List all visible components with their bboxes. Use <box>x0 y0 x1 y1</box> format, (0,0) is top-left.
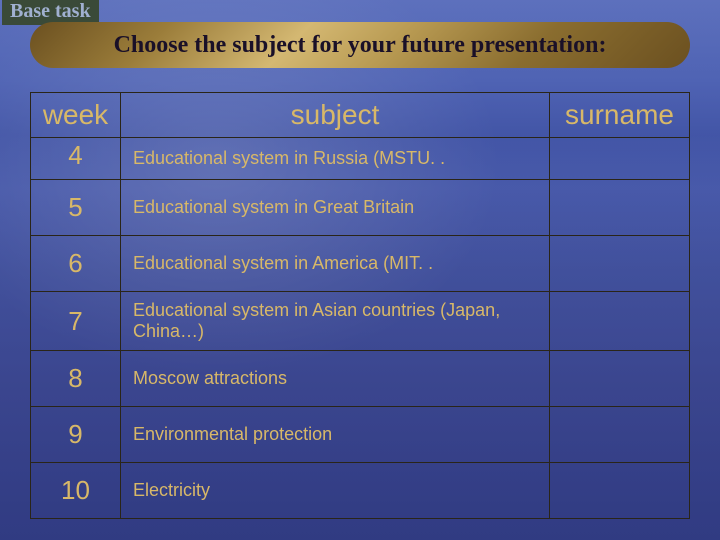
subject-cell: Educational system in Asian countries (J… <box>121 292 550 351</box>
surname-cell[interactable] <box>550 463 690 519</box>
header-week: week <box>31 93 121 138</box>
table-row: 10 Electricity <box>31 463 690 519</box>
week-cell: 8 <box>31 351 121 407</box>
title-text: Choose the subject for your future prese… <box>114 32 607 59</box>
surname-cell[interactable] <box>550 236 690 292</box>
table-row: 7 Educational system in Asian countries … <box>31 292 690 351</box>
surname-cell[interactable] <box>550 407 690 463</box>
table-row: 4 Educational system in Russia (MSTU. . <box>31 138 690 180</box>
surname-cell[interactable] <box>550 351 690 407</box>
presentation-table-container: week subject surname 4 Educational syste… <box>30 92 690 519</box>
table-row: 6 Educational system in America (MIT. . <box>31 236 690 292</box>
subject-cell: Electricity <box>121 463 550 519</box>
table-row: 5 Educational system in Great Britain <box>31 180 690 236</box>
week-cell: 5 <box>31 180 121 236</box>
table-row: 8 Moscow attractions <box>31 351 690 407</box>
surname-cell[interactable] <box>550 292 690 351</box>
week-cell: 10 <box>31 463 121 519</box>
surname-cell[interactable] <box>550 138 690 180</box>
table-header-row: week subject surname <box>31 93 690 138</box>
week-cell: 4 <box>31 138 121 180</box>
header-surname: surname <box>550 93 690 138</box>
subject-cell: Moscow attractions <box>121 351 550 407</box>
week-cell: 7 <box>31 292 121 351</box>
presentation-table: week subject surname 4 Educational syste… <box>30 92 690 519</box>
subject-cell: Educational system in Russia (MSTU. . <box>121 138 550 180</box>
subject-cell: Environmental protection <box>121 407 550 463</box>
week-cell: 9 <box>31 407 121 463</box>
table-row: 9 Environmental protection <box>31 407 690 463</box>
week-cell: 6 <box>31 236 121 292</box>
title-banner: Choose the subject for your future prese… <box>30 22 690 68</box>
subject-cell: Educational system in Great Britain <box>121 180 550 236</box>
surname-cell[interactable] <box>550 180 690 236</box>
header-subject: subject <box>121 93 550 138</box>
subject-cell: Educational system in America (MIT. . <box>121 236 550 292</box>
